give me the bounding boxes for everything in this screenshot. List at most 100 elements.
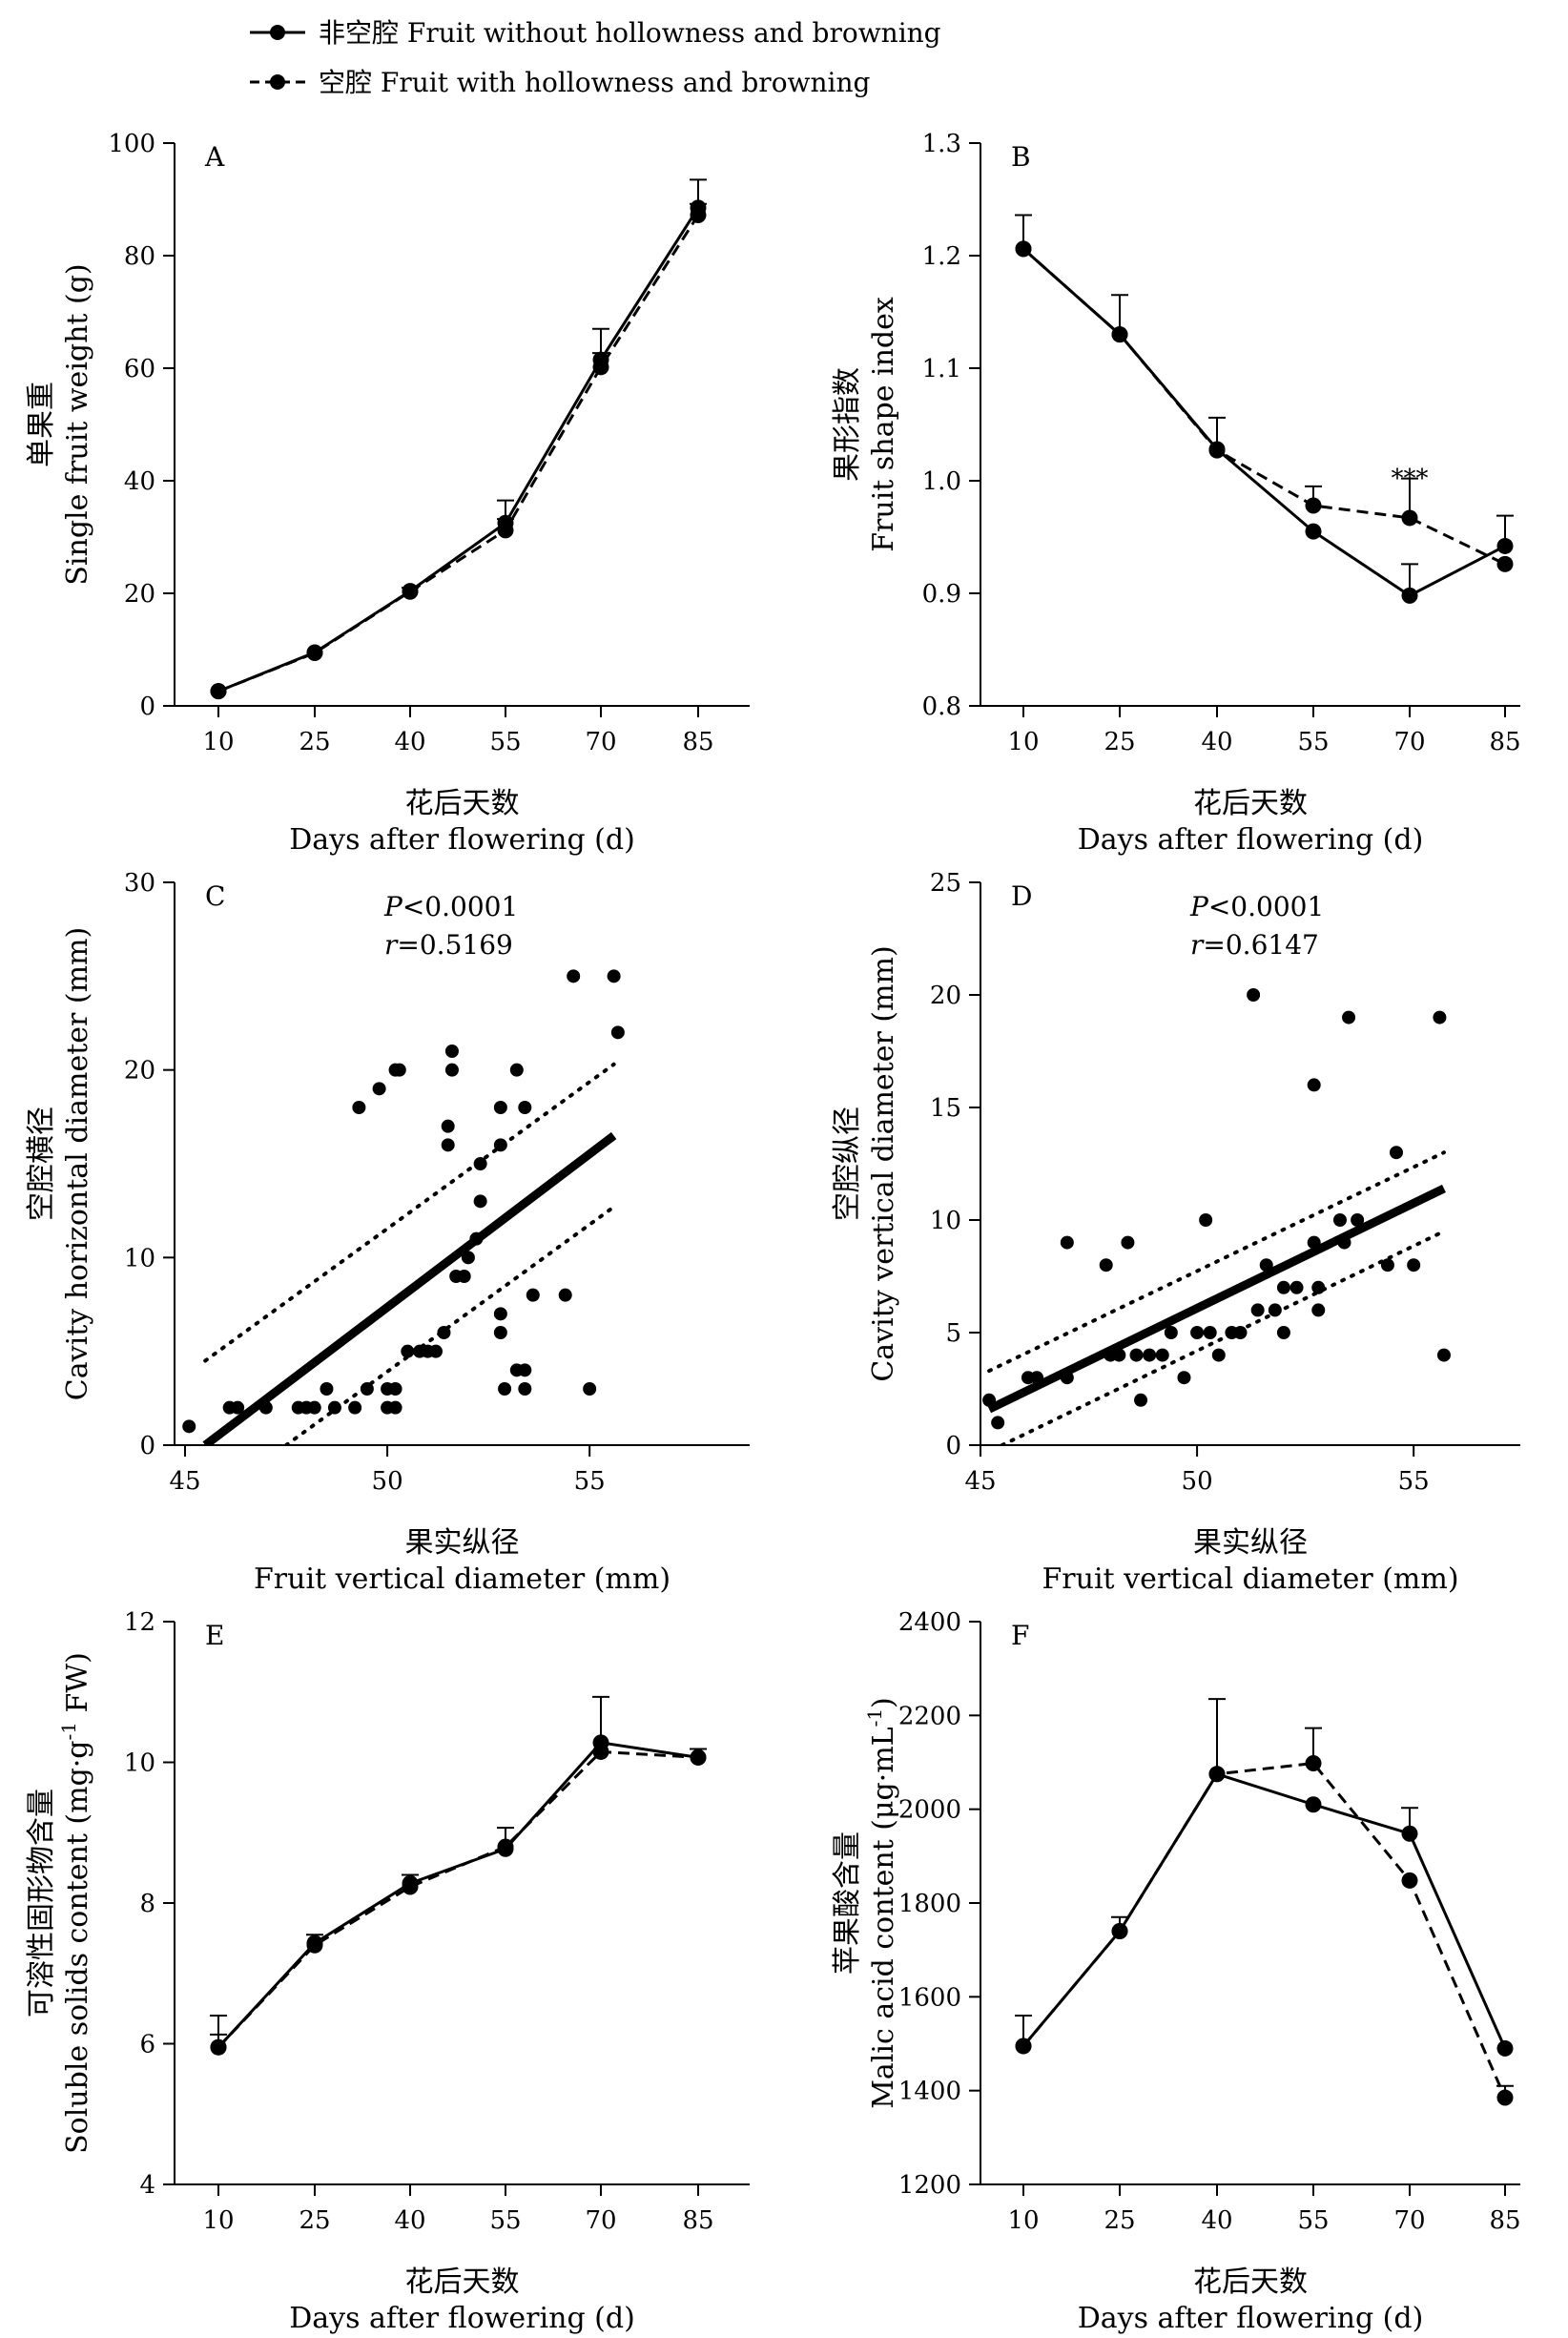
y-tick-label: 0 [139, 693, 155, 721]
y-axis-label-cn: 空腔纵径 [831, 1107, 864, 1221]
legend-item-solid: 非空腔 Fruit without hollowness and brownin… [250, 17, 941, 49]
scatter-point [182, 1419, 196, 1434]
x-tick-label: 40 [1201, 728, 1232, 756]
scatter-point [327, 1400, 341, 1415]
scatter-point [1311, 1303, 1326, 1317]
data-point [1401, 1825, 1418, 1842]
stat-p-value: P<0.0001 [1189, 891, 1324, 922]
scatter-point [441, 1119, 455, 1133]
data-point [1305, 497, 1322, 514]
x-tick-label: 10 [202, 2206, 234, 2235]
y-axis-label-en: Cavity vertical diameter (mm) [867, 945, 900, 1381]
x-tick-label: 70 [585, 2206, 616, 2235]
scatter-point [1259, 1258, 1273, 1272]
scatter-point [1307, 1235, 1321, 1250]
data-point [1496, 2089, 1514, 2106]
y-axis-label-cn: 单果重 [25, 382, 58, 467]
y-tick-label: 1600 [898, 1983, 961, 2012]
x-axis-label-cn: 花后天数 [405, 2266, 520, 2299]
scatter-point [1155, 1348, 1169, 1362]
scatter-point [1311, 1280, 1326, 1294]
scatter-point [1164, 1326, 1178, 1339]
series-line [1022, 247, 1506, 598]
x-tick-label: 45 [964, 1467, 996, 1496]
y-axis-label-cn: 果形指数 [831, 367, 864, 482]
x-tick-label: 40 [1201, 2206, 1232, 2235]
x-tick-label: 40 [394, 2206, 425, 2235]
x-tick-label: 55 [1297, 2206, 1329, 2235]
y-tick-label: 30 [124, 869, 155, 898]
scatter-point [518, 1101, 532, 1114]
y-tick-label: 1200 [898, 2171, 961, 2200]
x-tick-label: 40 [394, 728, 425, 756]
scatter-points [982, 988, 1451, 1430]
scatter-point [1276, 1280, 1290, 1294]
data-point [497, 514, 514, 531]
data-point [1208, 1766, 1226, 1783]
x-tick-label: 50 [372, 1467, 403, 1496]
scatter-point [493, 1326, 507, 1339]
data-point [690, 199, 707, 217]
scatter-point [1177, 1371, 1191, 1385]
legend-item-dashed: 空腔 Fruit with hollowness and browning [250, 67, 871, 98]
scatter-point [1199, 1213, 1213, 1227]
x-tick-label: 55 [574, 1467, 606, 1496]
x-tick-label: 85 [1489, 728, 1520, 756]
y-tick-label: 10 [124, 1749, 155, 1778]
panel-label: F [1011, 1620, 1029, 1651]
scatter-point [1247, 988, 1261, 1002]
scatter-point [558, 1288, 572, 1302]
scatter-point [1129, 1348, 1144, 1362]
y-tick-label: 40 [124, 467, 155, 496]
y-tick-label: 100 [108, 130, 155, 158]
scatter-point [1190, 1326, 1205, 1339]
scatter-point [1342, 1010, 1356, 1024]
x-tick-label: 70 [585, 728, 616, 756]
scatter-point [457, 1270, 471, 1283]
y-tick-label: 2000 [898, 1796, 961, 1825]
scatter-point [231, 1400, 245, 1415]
legend-label-dashed: 空腔 Fruit with hollowness and browning [319, 67, 871, 98]
y-axis-label-cn: 可溶性固形物含量 [25, 1789, 58, 2017]
x-tick-label: 50 [1182, 1467, 1213, 1496]
scatter-point [444, 1063, 459, 1077]
y-axis-label-cn: 苹果酸含量 [831, 1831, 864, 1975]
scatter-point [1433, 1010, 1447, 1024]
y-tick-label: 0.9 [922, 580, 961, 609]
y-tick-label: 0 [945, 1432, 961, 1460]
data-point [1305, 1754, 1322, 1771]
y-tick-label: 10 [930, 1207, 961, 1235]
scatter-point [607, 969, 621, 983]
x-axis-label-en: Fruit vertical diameter (mm) [254, 1562, 671, 1596]
y-tick-label: 1.1 [922, 355, 961, 383]
scatter-point [1407, 1258, 1421, 1272]
y-tick-label: 1400 [898, 2078, 961, 2106]
scatter-point [307, 1400, 321, 1415]
fit-lines [202, 1062, 617, 1445]
data-point [592, 351, 609, 368]
confidence-band-upper [203, 1062, 616, 1363]
x-tick-label: 70 [1393, 2206, 1425, 2235]
series-solid [210, 1695, 707, 2056]
data-point [1401, 1872, 1418, 1889]
scatter-points [182, 969, 625, 1434]
data-point [1305, 1796, 1322, 1813]
data-point [210, 2038, 227, 2056]
y-tick-label: 2400 [898, 1608, 961, 1637]
scatter-point [352, 1101, 366, 1114]
scatter-point [1099, 1258, 1113, 1272]
scatter-point [1337, 1235, 1351, 1250]
scatter-point [1060, 1235, 1074, 1250]
y-tick-label: 1.3 [922, 130, 961, 158]
confidence-band-upper [987, 1150, 1446, 1374]
scatter-point [461, 1251, 475, 1265]
data-point [1401, 509, 1418, 527]
x-axis-label-en: Days after flowering (d) [289, 2302, 635, 2335]
y-tick-label: 60 [124, 355, 155, 383]
scatter-point [1276, 1326, 1290, 1339]
scatter-point [348, 1400, 362, 1415]
y-tick-label: 20 [930, 982, 961, 1010]
x-tick-label: 55 [489, 2206, 521, 2235]
scatter-point [388, 1400, 402, 1415]
